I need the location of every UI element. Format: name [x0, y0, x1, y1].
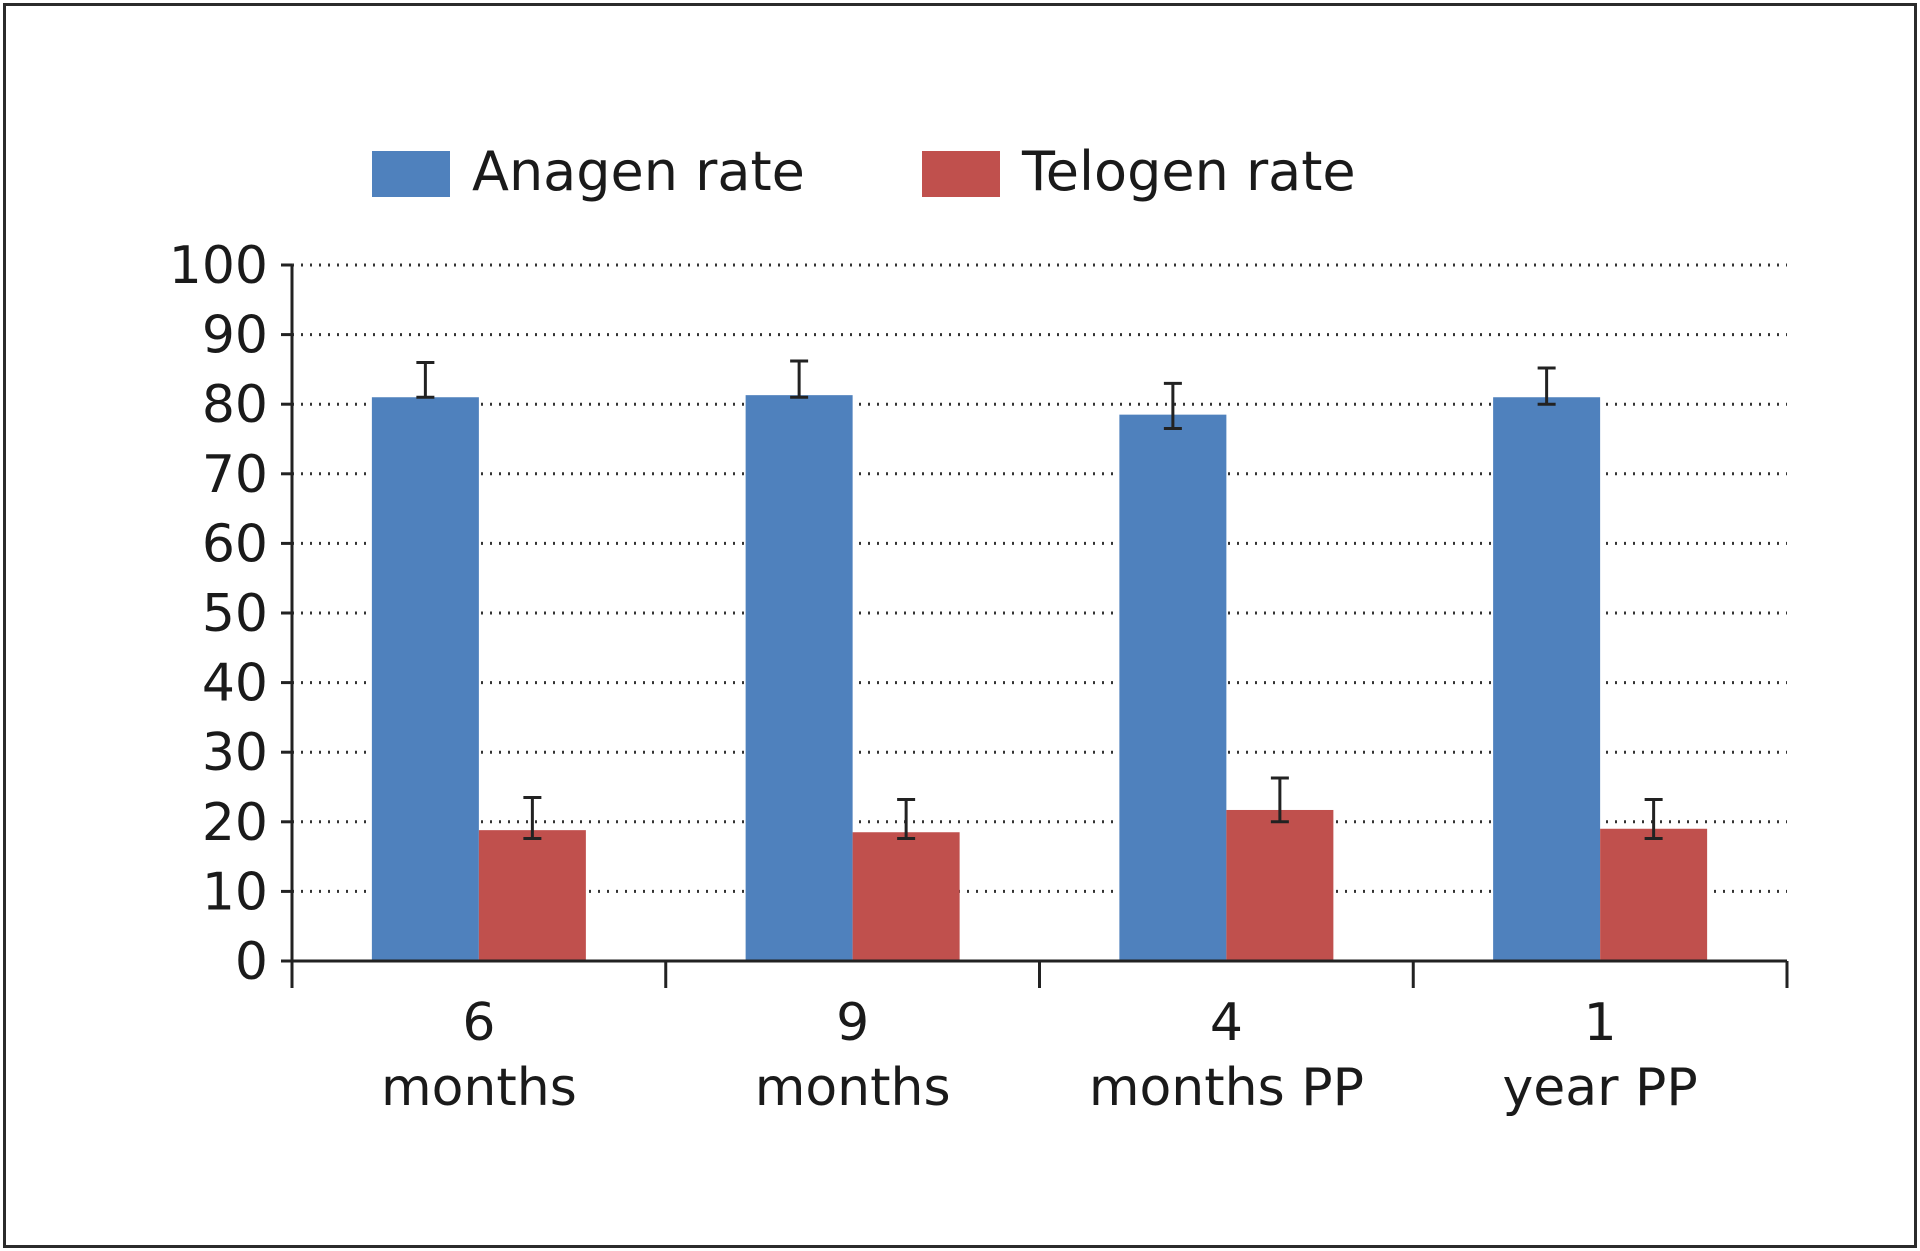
x-category-label: year PP: [1502, 1058, 1697, 1118]
bar-anagen-rate: [745, 395, 853, 962]
x-category-label: 1: [1584, 993, 1617, 1053]
y-tick-label: 50: [202, 584, 268, 644]
x-category-label: months PP: [1089, 1058, 1364, 1118]
legend-label: Telogen rate: [1021, 140, 1356, 203]
x-category-label: months: [755, 1058, 951, 1118]
legend-label: Anagen rate: [472, 140, 805, 203]
y-tick-label: 80: [202, 375, 268, 435]
x-category-label: 6: [462, 993, 495, 1053]
grid-lines: [292, 263, 1787, 893]
legend-swatch: [922, 151, 1000, 197]
bar-telogen-rate: [1226, 809, 1334, 961]
x-category-label: 9: [836, 993, 869, 1053]
bar-anagen-rate: [1119, 414, 1227, 961]
legend-swatch: [372, 151, 450, 197]
bar-anagen-rate: [371, 397, 479, 961]
y-tick-label: 90: [202, 306, 268, 366]
y-tick-label: 10: [202, 862, 268, 922]
bar-anagen-rate: [1493, 397, 1601, 961]
y-tick-label: 40: [202, 654, 268, 714]
y-tick-label: 0: [235, 932, 268, 992]
y-axis-ticks: 0 10 20 30 40 50 60 70 80 90 100: [169, 236, 292, 992]
x-category-label: months: [381, 1058, 577, 1118]
y-tick-label: 30: [202, 723, 268, 783]
y-tick-label: 60: [202, 514, 268, 574]
y-tick-label: 70: [202, 445, 268, 505]
bar-telogen-rate: [852, 832, 960, 961]
bars: [371, 395, 1708, 962]
bar-telogen-rate: [478, 830, 586, 961]
y-tick-label: 20: [202, 793, 268, 853]
bar-telogen-rate: [1600, 828, 1708, 961]
error-bars: [416, 359, 1663, 841]
y-tick-label: 100: [169, 236, 268, 296]
x-category-label: 4: [1210, 993, 1243, 1053]
legend: Anagen rate Telogen rate: [372, 140, 1356, 203]
